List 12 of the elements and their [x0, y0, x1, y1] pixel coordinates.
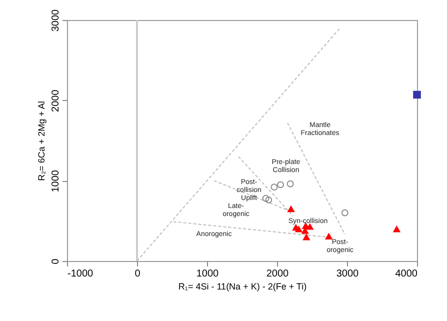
y-tick-label: 3000: [50, 8, 62, 32]
x-tick-label: 4000: [395, 268, 418, 280]
x-tick-label: 3000: [336, 268, 360, 280]
y-tick-label: 2000: [50, 89, 62, 112]
x-axis-title: R₁= 4Si - 11(Na + K) - 2(Fe + Ti): [178, 282, 307, 292]
x-tick-label: 0: [134, 268, 141, 280]
x-tick-label: 2000: [266, 268, 290, 280]
x-tick-label: -1000: [68, 268, 94, 280]
y-axis-title: R₂= 6Ca + 2Mg + Al: [36, 101, 46, 181]
x-tick-label: 1000: [196, 268, 220, 280]
y-tick-label: 0: [50, 258, 62, 264]
y-tick-label: 1000: [50, 170, 62, 192]
